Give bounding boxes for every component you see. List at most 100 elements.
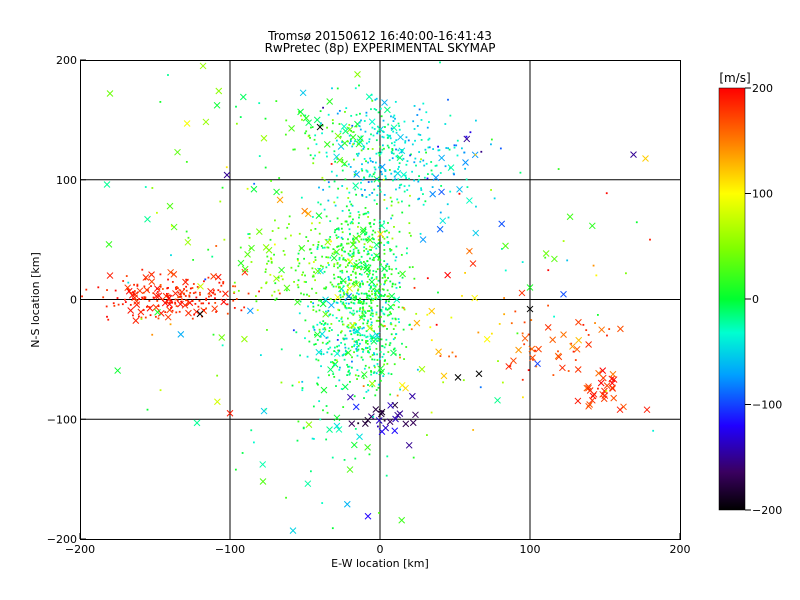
data-point-dot xyxy=(381,356,384,358)
data-point-dot xyxy=(625,272,627,275)
data-point-dot xyxy=(379,107,382,110)
data-point-dot xyxy=(340,254,343,257)
data-point-dot xyxy=(306,293,308,296)
data-point-dot xyxy=(408,232,411,234)
data-point-dot xyxy=(344,266,347,268)
data-point-dot xyxy=(422,203,425,206)
data-point-dot xyxy=(456,139,459,142)
data-point-cross xyxy=(349,321,356,329)
data-point-dot xyxy=(174,301,177,304)
data-point-dot xyxy=(360,238,363,241)
data-point-dot xyxy=(370,307,372,310)
data-point-dot xyxy=(331,527,334,530)
data-point-dot xyxy=(368,193,371,196)
data-point-cross xyxy=(435,348,442,356)
data-point-dot xyxy=(319,321,321,324)
data-point-dot xyxy=(318,221,321,224)
data-point-dot xyxy=(417,178,420,181)
data-point-dot xyxy=(362,300,365,303)
data-point-cross xyxy=(356,433,363,441)
data-point-dot xyxy=(226,312,229,315)
data-point-dot xyxy=(235,122,238,125)
data-point-dot xyxy=(361,310,364,313)
data-point-dot xyxy=(347,223,349,226)
data-point-dot xyxy=(247,292,250,295)
data-point-dot xyxy=(356,232,359,235)
data-point-dot xyxy=(208,293,211,295)
data-point-dot xyxy=(391,285,394,288)
data-point-dot xyxy=(355,276,357,279)
data-point-cross xyxy=(377,230,384,238)
data-point-dot xyxy=(422,159,425,162)
data-point-dot xyxy=(266,329,268,331)
data-point-dot xyxy=(373,330,375,333)
data-point-dot xyxy=(324,287,327,290)
data-point-dot xyxy=(309,248,312,251)
data-point-dot xyxy=(354,427,357,430)
data-point-cross xyxy=(392,415,399,423)
data-point-dot xyxy=(366,281,369,283)
data-point-dot xyxy=(354,330,357,333)
data-point-dot xyxy=(365,248,368,250)
data-point-dot xyxy=(317,383,319,386)
data-point-dot xyxy=(420,158,422,161)
data-point-dot xyxy=(388,159,391,162)
data-point-dot xyxy=(185,299,187,302)
data-point-cross xyxy=(288,125,295,132)
data-point-dot xyxy=(348,282,351,285)
data-point-cross xyxy=(315,212,323,220)
data-point-dot xyxy=(349,380,351,383)
data-point-dot xyxy=(570,342,573,345)
data-point-dot xyxy=(330,361,332,364)
data-point-dot xyxy=(361,194,364,197)
data-point-dot xyxy=(321,255,324,258)
data-point-dot xyxy=(361,303,364,305)
data-point-dot xyxy=(349,212,352,215)
data-point-dot xyxy=(291,384,294,387)
data-point-dot xyxy=(356,354,359,357)
data-point-dot xyxy=(294,269,297,272)
data-point-dot xyxy=(302,426,305,429)
data-point-dot xyxy=(385,279,388,282)
data-point-dot xyxy=(388,231,390,234)
data-point-dot xyxy=(453,146,456,149)
data-point-dot xyxy=(359,261,362,263)
data-point-dot xyxy=(358,240,361,243)
data-point-dot xyxy=(363,177,366,180)
data-point-dot xyxy=(359,268,362,271)
data-point-dot xyxy=(490,138,493,141)
data-point-dot xyxy=(301,380,304,383)
data-point-dot xyxy=(361,348,364,350)
data-point-cross xyxy=(386,418,394,426)
data-point-dot xyxy=(360,273,363,276)
data-point-dot xyxy=(379,351,382,353)
data-point-dot xyxy=(395,188,397,191)
data-point-dot xyxy=(171,301,174,304)
data-point-dot xyxy=(252,441,255,444)
data-point-dot xyxy=(114,289,117,292)
data-point-dot xyxy=(335,301,338,304)
data-point-dot xyxy=(438,149,441,152)
data-point-cross xyxy=(472,229,480,237)
data-point-dot xyxy=(384,230,386,233)
data-point-dot xyxy=(386,144,389,147)
data-point-cross xyxy=(378,408,386,416)
data-point-cross xyxy=(323,141,331,148)
data-point-dot xyxy=(307,240,310,242)
data-point-dot xyxy=(270,257,272,260)
data-point-dot xyxy=(321,265,324,268)
data-point-dot xyxy=(338,309,341,312)
data-point-dot xyxy=(301,389,304,392)
data-point-dot xyxy=(393,144,396,147)
data-point-dot xyxy=(325,343,328,345)
data-point-dot xyxy=(336,345,339,348)
data-point-dot xyxy=(329,281,332,284)
data-point-dot xyxy=(343,353,345,356)
data-point-dot xyxy=(220,284,223,287)
data-point-dot xyxy=(102,296,105,299)
data-point-dot xyxy=(280,381,283,384)
y-tick-label: −200 xyxy=(47,533,77,546)
data-point-dot xyxy=(366,294,369,297)
data-point-dot xyxy=(125,275,128,277)
data-point-dot xyxy=(381,306,384,309)
